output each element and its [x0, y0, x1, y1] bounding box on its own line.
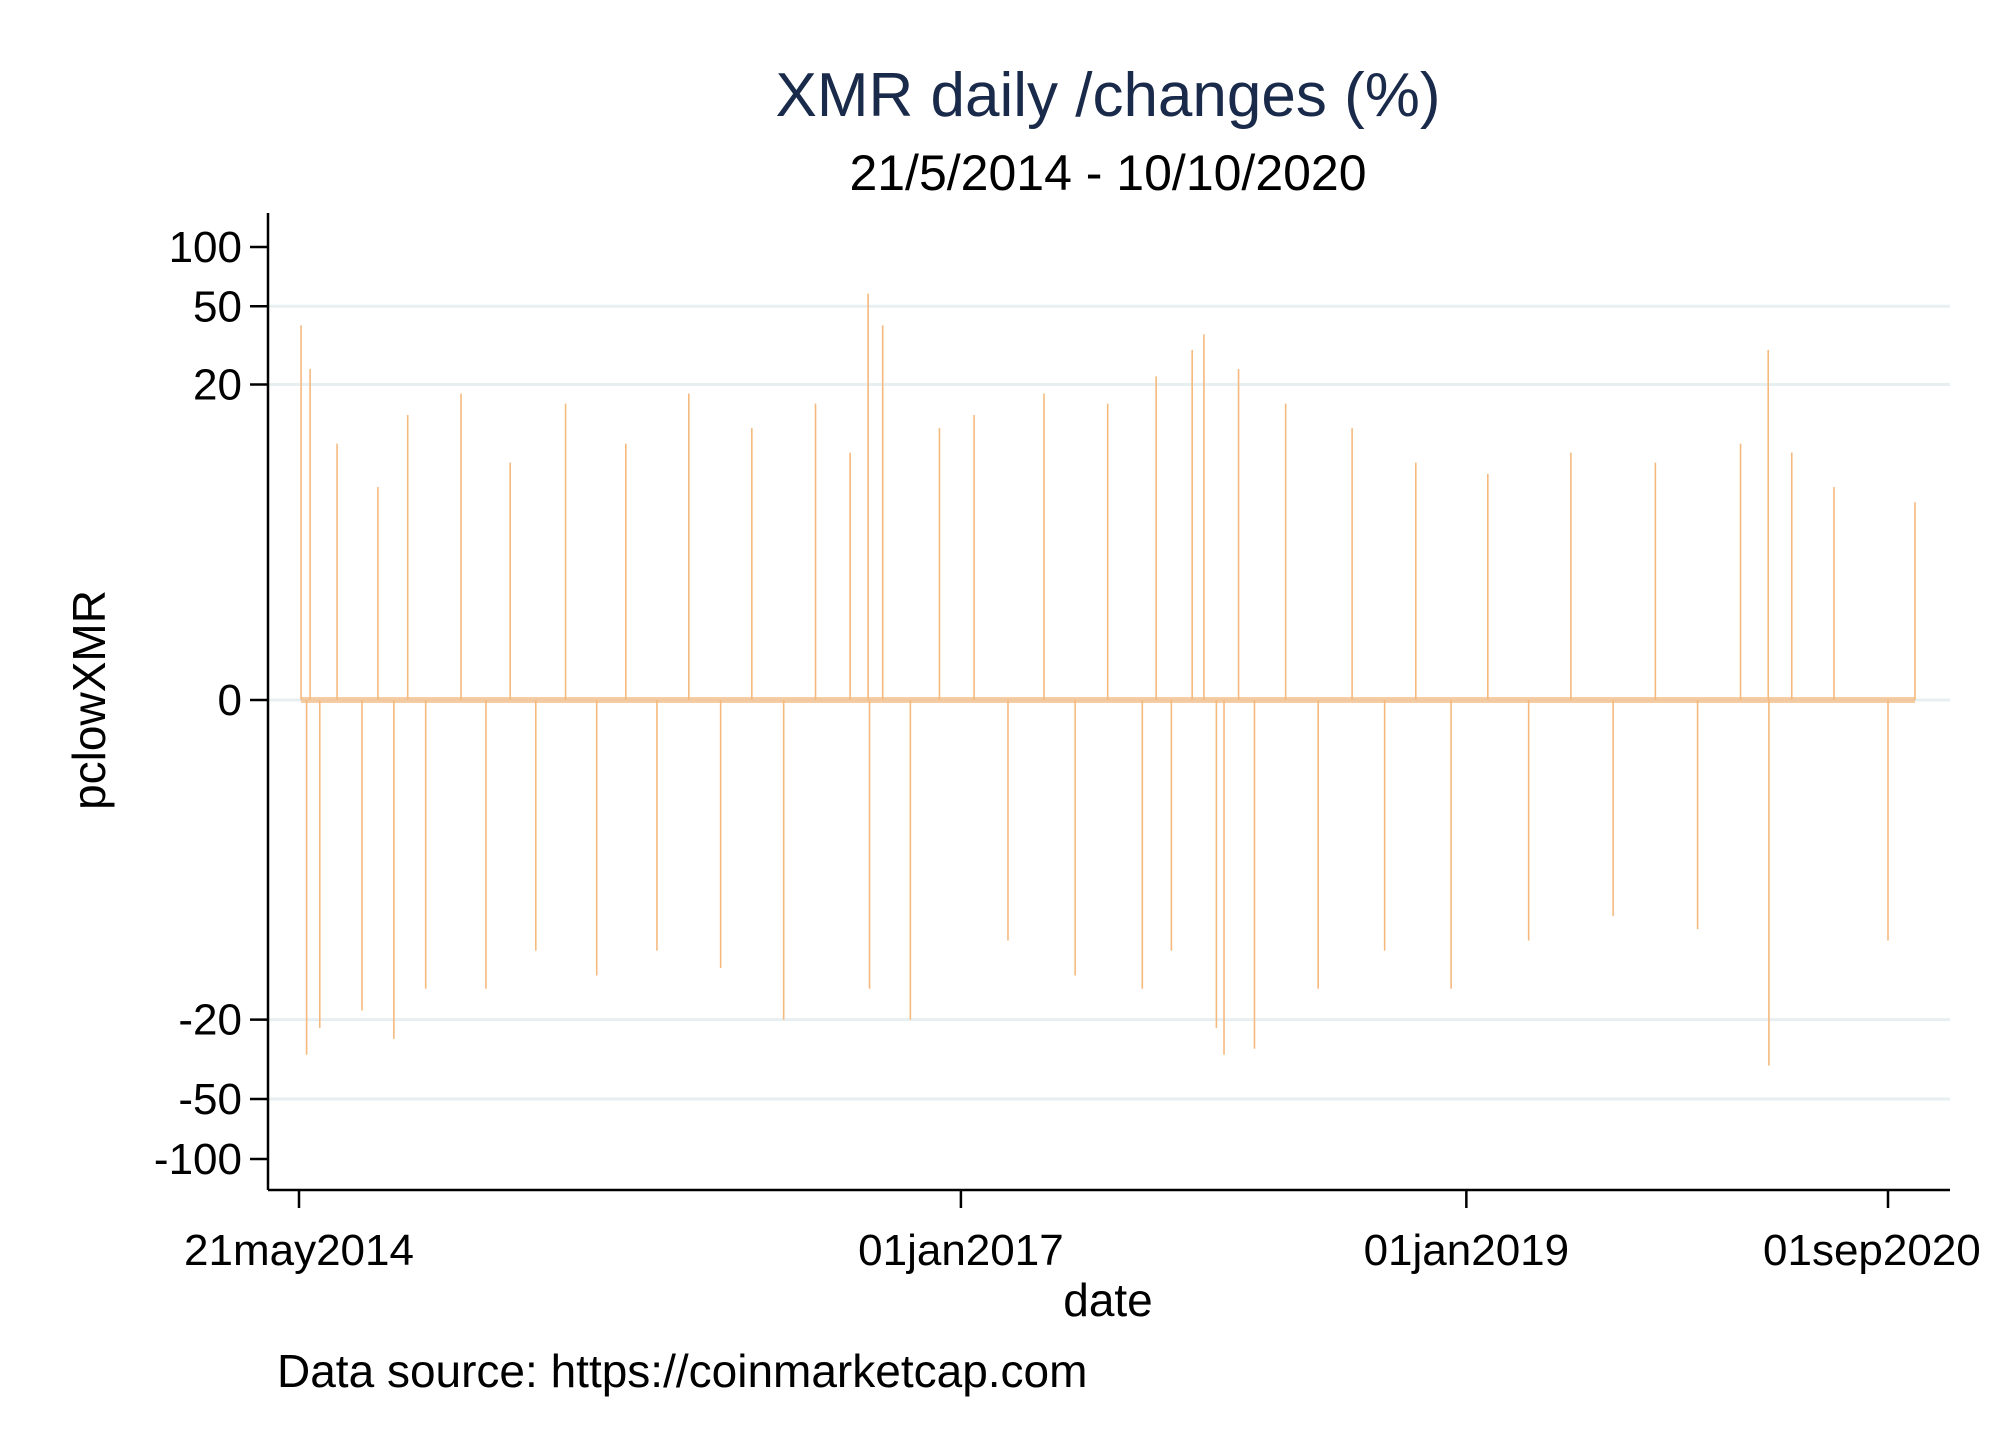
y-axis-label: pclowXMR: [63, 590, 115, 810]
x-tick-label: 01jan2017: [858, 1226, 1064, 1275]
y-tick-label: -20: [178, 996, 242, 1045]
x-tick-label: 01sep2020: [1763, 1226, 1981, 1275]
data-source-note: Data source: https://coinmarketcap.com: [277, 1345, 1087, 1397]
x-axis-label: date: [1063, 1274, 1153, 1326]
y-tick-label: -50: [178, 1075, 242, 1124]
y-tick-label: 50: [193, 282, 242, 331]
chart-subtitle: 21/5/2014 - 10/10/2020: [849, 145, 1366, 201]
y-tick-label: 100: [169, 223, 242, 272]
x-tick-label: 01jan2019: [1364, 1226, 1570, 1275]
x-tick-label: 21may2014: [184, 1226, 414, 1275]
series-pclowXMR: [300, 293, 1916, 1066]
y-tick-label: 20: [193, 361, 242, 410]
y-tick-label: -100: [154, 1135, 242, 1184]
chart-title: XMR daily /changes (%): [775, 61, 1440, 130]
axes: [266, 213, 1950, 1192]
y-ticks: 100 50 20 0 -20 -50 -100: [154, 223, 268, 1184]
x-ticks: 21may2014 01jan2017 01jan2019 01sep2020: [184, 1190, 1981, 1275]
y-tick-label: 0: [218, 676, 242, 725]
